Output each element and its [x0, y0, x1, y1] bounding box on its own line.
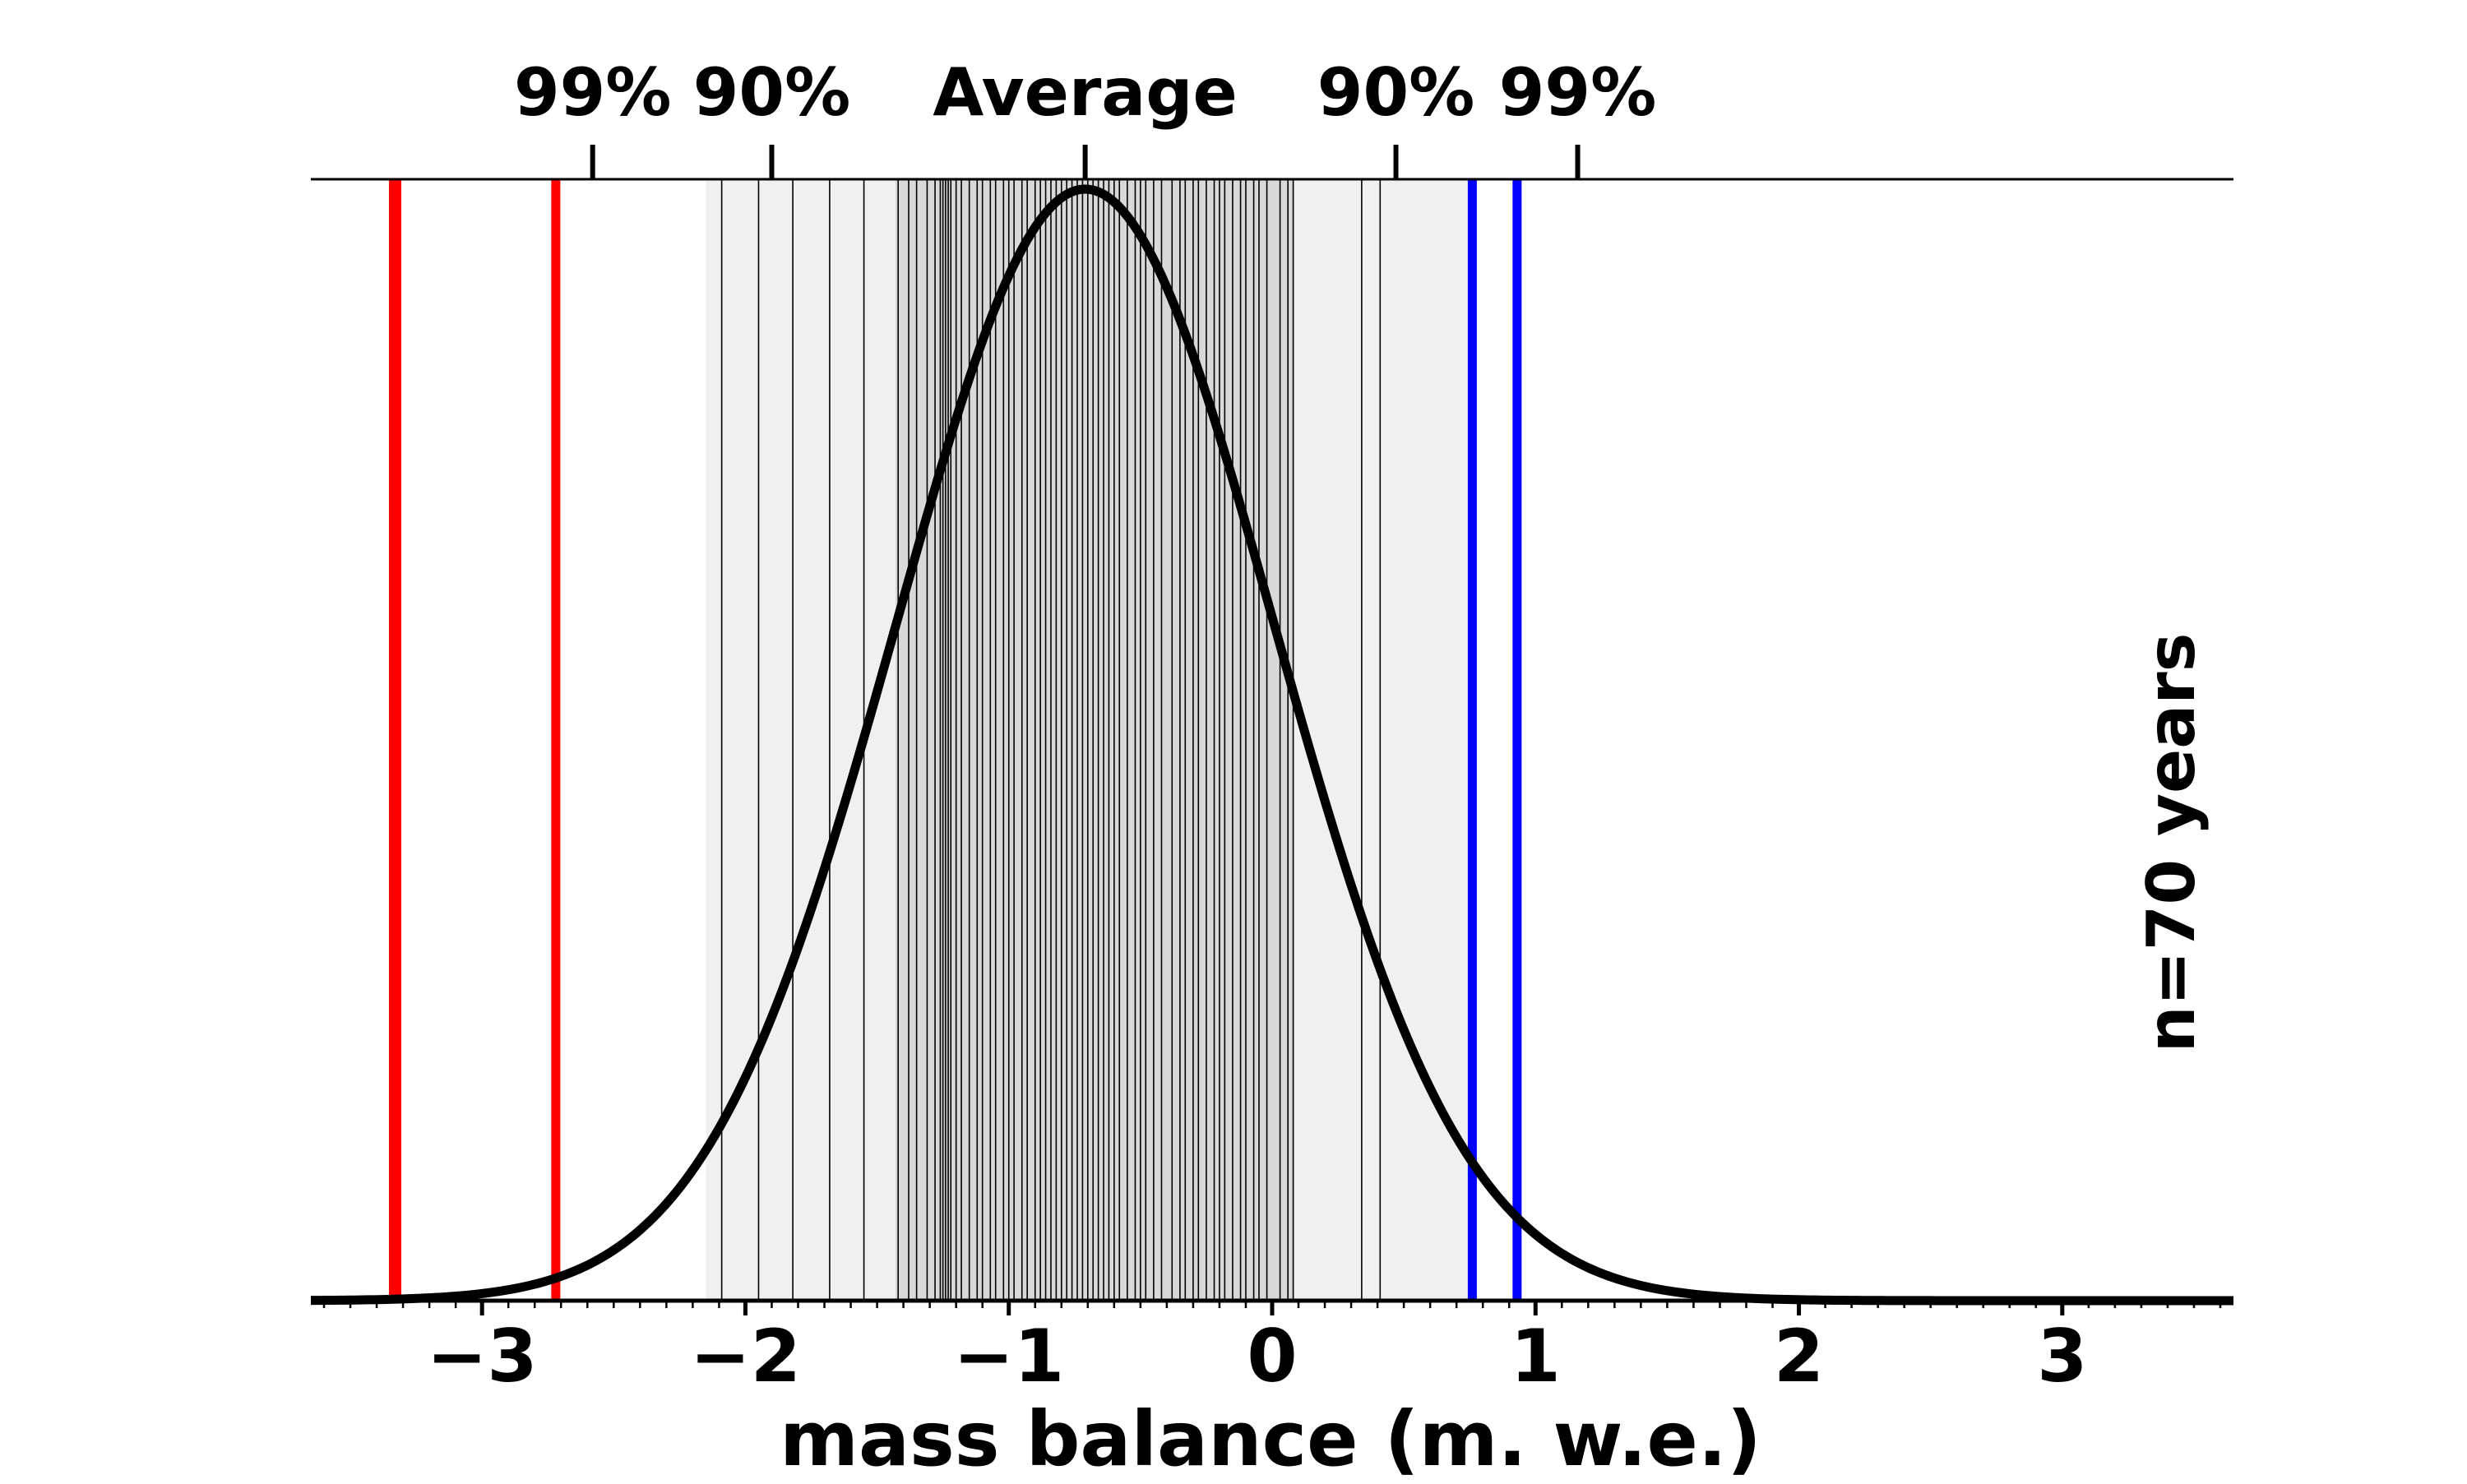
extreme-lines: [388, 179, 1522, 1301]
top-tick-label-2: Average: [933, 54, 1237, 131]
top-tick-label-4: 99%: [1499, 54, 1656, 131]
top-axis: 99% 90% Average 90% 99%: [514, 54, 1656, 179]
x-tick-label-0: −3: [427, 1314, 538, 1398]
x-tick-label-5: 2: [1774, 1314, 1824, 1398]
x-tick-label-6: 3: [2037, 1314, 2087, 1398]
x-tick-label-2: −1: [953, 1314, 1064, 1398]
x-tick-label-1: −2: [690, 1314, 801, 1398]
x-tick-label-3: 0: [1247, 1314, 1297, 1398]
top-tick-label-0: 99%: [514, 54, 671, 131]
x-axis-label: mass balance (m. w.e.): [780, 1395, 1761, 1480]
top-tick-label-1: 90%: [693, 54, 850, 131]
x-tick-label-4: 1: [1511, 1314, 1561, 1398]
axes: −3 −2 −1 0 1 2 3: [311, 178, 2233, 1398]
top-tick-label-3: 90%: [1317, 54, 1474, 131]
shaded-band-1: [896, 179, 1294, 1301]
sample-size-annotation: n=70 years: [2133, 633, 2210, 1053]
